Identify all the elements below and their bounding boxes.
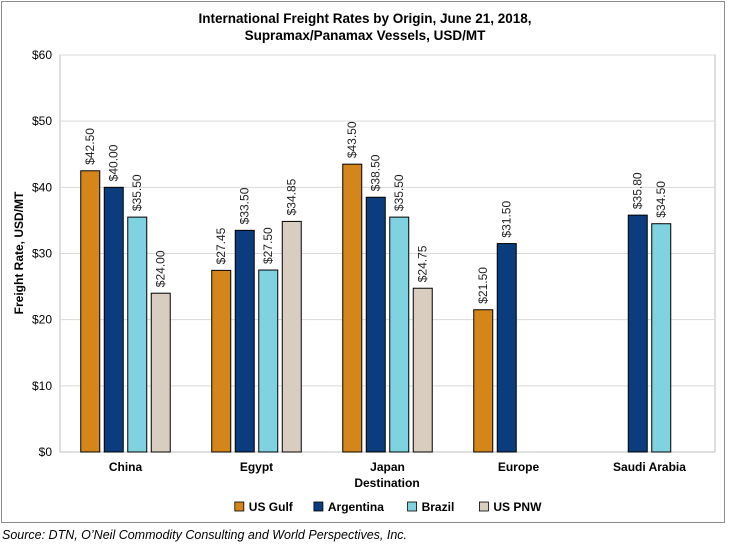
- data-label: $27.45: [214, 227, 228, 264]
- x-category-label: Japan: [370, 460, 405, 474]
- y-tick-label: $40: [32, 180, 52, 194]
- bar-us-gulf: [342, 163, 363, 453]
- bar-brazil: [651, 223, 672, 453]
- bar-argentina: [627, 214, 648, 453]
- bar-us-pnw: [281, 220, 302, 453]
- bar-us-gulf: [211, 269, 232, 453]
- legend-label: Argentina: [328, 500, 384, 514]
- data-label: $31.50: [500, 201, 514, 238]
- y-tick-label: $60: [32, 48, 52, 62]
- data-label: $40.00: [107, 144, 121, 181]
- x-category-label: Egypt: [240, 460, 273, 474]
- bar-us-gulf: [80, 170, 101, 453]
- bar-us-pnw: [412, 287, 433, 453]
- y-tick-label: $10: [32, 379, 52, 393]
- bar-brazil: [127, 216, 148, 453]
- bar-brazil: [258, 269, 279, 453]
- y-tick-label: $30: [32, 247, 52, 261]
- legend-label: US PNW: [493, 500, 542, 514]
- chart-title: International Freight Rates by Origin, J…: [198, 11, 531, 26]
- data-label: $34.85: [285, 178, 299, 215]
- data-label: $43.50: [345, 121, 359, 158]
- data-label: $33.50: [238, 187, 252, 224]
- data-label: $21.50: [476, 267, 490, 304]
- x-category-label: Saudi Arabia: [613, 460, 686, 474]
- legend-swatch: [407, 501, 418, 512]
- data-label: $35.50: [392, 174, 406, 211]
- data-label: $35.80: [631, 172, 645, 209]
- data-labels: $42.50 $40.00 $35.50 $24.00 $27.45 $33.50 $27.…: [83, 121, 668, 304]
- bar-argentina: [234, 229, 255, 453]
- x-axis-title: Destination: [354, 476, 419, 490]
- bar-us-gulf: [473, 309, 494, 453]
- x-category-label: China: [109, 460, 143, 474]
- bar-argentina: [365, 196, 386, 453]
- data-label: $24.00: [154, 250, 168, 287]
- legend-swatch: [234, 501, 245, 512]
- y-axis-title: Freight Rate, USD/MT: [12, 191, 26, 314]
- data-label: $38.50: [369, 154, 383, 191]
- x-axis-categories: China Egypt Japan Europe Saudi Arabia: [109, 460, 686, 474]
- y-tick-label: $0: [39, 445, 53, 459]
- data-label: $34.50: [654, 181, 668, 218]
- bar-argentina: [103, 186, 124, 453]
- data-label: $35.50: [130, 174, 144, 211]
- bar-us-pnw: [150, 292, 171, 453]
- x-category-label: Europe: [498, 460, 540, 474]
- bar-argentina: [496, 243, 517, 453]
- legend-swatch: [478, 501, 489, 512]
- chart-svg: International Freight Rates by Origin, J…: [12, 11, 716, 514]
- bar-brazil: [389, 216, 410, 453]
- bars: [80, 163, 672, 453]
- legend-swatch: [313, 501, 324, 512]
- legend: US Gulf Argentina Brazil US PNW: [234, 500, 542, 514]
- y-tick-label: $50: [32, 114, 52, 128]
- data-label: $24.75: [416, 245, 430, 282]
- legend-label: US Gulf: [249, 500, 294, 514]
- chart-subtitle: Supramax/Panamax Vessels, USD/MT: [245, 28, 487, 43]
- y-tick-label: $20: [32, 313, 52, 327]
- legend-label: Brazil: [422, 500, 455, 514]
- source-note: Source: DTN, O’Neil Commodity Consulting…: [2, 528, 408, 542]
- data-label: $42.50: [83, 128, 97, 165]
- y-axis-ticks: $0 $10 $20 $30 $40 $50 $60: [32, 48, 52, 459]
- data-label: $27.50: [261, 227, 275, 264]
